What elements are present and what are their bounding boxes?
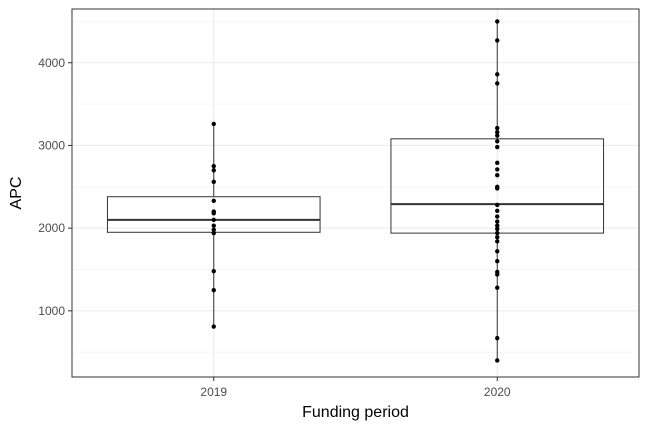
y-tick-label: 4000 <box>38 56 65 70</box>
data-point <box>495 167 499 171</box>
data-point <box>495 133 499 137</box>
data-point <box>495 214 499 218</box>
data-point <box>212 231 216 235</box>
data-point <box>212 269 216 273</box>
y-tick-label: 1000 <box>38 304 65 318</box>
data-point <box>212 211 216 215</box>
data-point <box>212 122 216 126</box>
data-point <box>212 180 216 184</box>
data-point <box>495 38 499 42</box>
data-point <box>212 164 216 168</box>
data-point <box>212 168 216 172</box>
y-axis-ticks: 1000 2000 3000 4000 <box>38 56 72 318</box>
data-point <box>495 285 499 289</box>
data-point <box>495 173 499 177</box>
data-point <box>495 231 499 235</box>
data-point <box>495 145 499 149</box>
data-point <box>212 324 216 328</box>
data-point <box>495 219 499 223</box>
data-point <box>495 81 499 85</box>
x-axis-ticks: 2019 2020 <box>200 377 511 399</box>
data-point <box>212 223 216 227</box>
data-point <box>495 336 499 340</box>
data-point <box>495 126 499 130</box>
boxes <box>107 139 603 233</box>
y-tick-label: 2000 <box>38 221 65 235</box>
data-point <box>495 249 499 253</box>
y-axis-title: APC <box>8 177 25 210</box>
y-tick-label: 3000 <box>38 138 65 152</box>
data-point <box>495 259 499 263</box>
data-point <box>495 227 499 231</box>
data-point <box>495 272 499 276</box>
data-point <box>212 199 216 203</box>
data-point <box>495 19 499 23</box>
x-tick-label: 2020 <box>484 385 511 399</box>
data-point <box>495 358 499 362</box>
data-point <box>495 139 499 143</box>
data-point <box>495 203 499 207</box>
data-point <box>495 72 499 76</box>
data-point <box>495 186 499 190</box>
data-point <box>495 209 499 213</box>
data-point <box>495 235 499 239</box>
x-axis-title: Funding period <box>302 404 409 421</box>
data-point <box>212 218 216 222</box>
data-point <box>495 239 499 243</box>
x-tick-label: 2019 <box>200 385 227 399</box>
data-point <box>495 161 499 165</box>
data-point <box>212 288 216 292</box>
